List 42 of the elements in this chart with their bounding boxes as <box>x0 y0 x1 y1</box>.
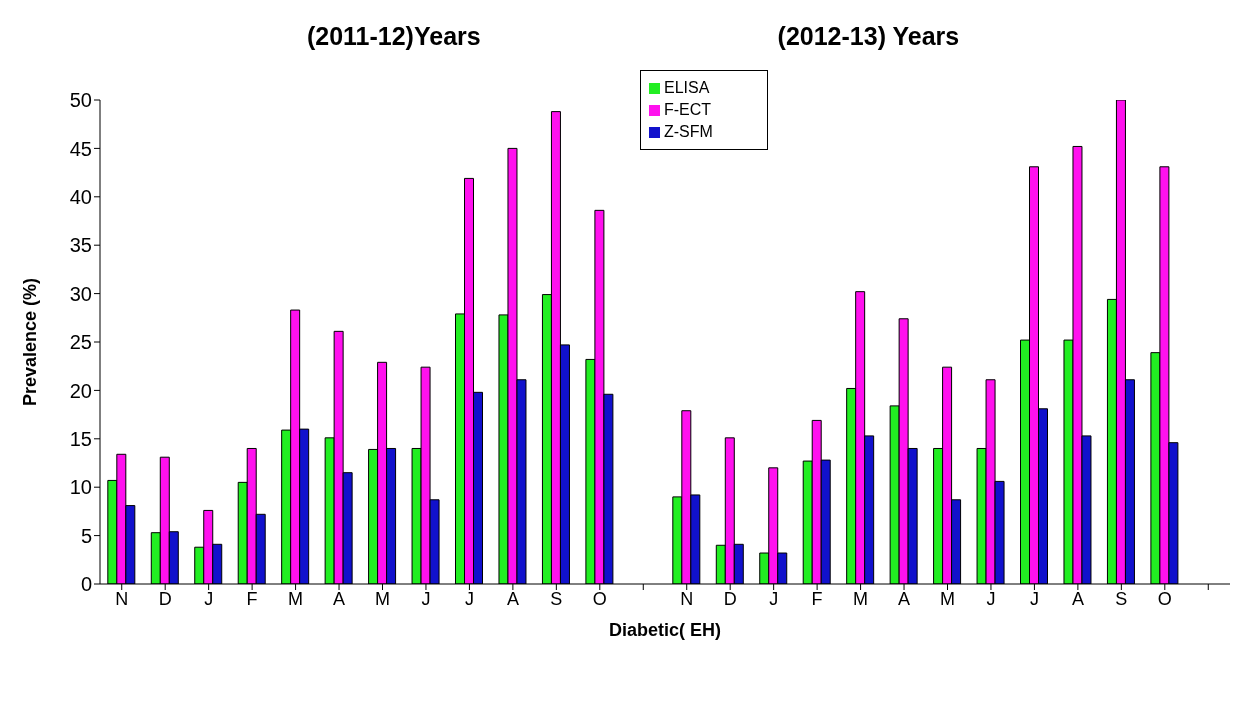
x-tick-label: J <box>421 588 431 609</box>
x-tick-label: M <box>853 588 869 609</box>
y-tick-label: 45 <box>69 137 92 160</box>
x-tick-label: D <box>158 588 172 609</box>
x-tick-label: M <box>375 588 390 609</box>
x-tick-label: M <box>940 588 955 609</box>
y-axis-title: Prevalence (%) <box>20 277 41 407</box>
x-tick-label: M <box>288 588 304 609</box>
x-tick-label: F <box>246 588 258 609</box>
x-tick-label: N <box>680 588 694 609</box>
x-tick-label: J <box>464 588 474 609</box>
x-tick-label: D <box>723 588 737 609</box>
legend-label: ELISA <box>664 79 710 96</box>
x-tick-label: A <box>898 588 911 609</box>
legend-label: Z-SFM <box>664 123 713 140</box>
text: (2011-12)Years <box>306 22 481 51</box>
x-tick-label: A <box>333 588 346 609</box>
x-tick-label: J <box>204 588 214 609</box>
x-tick-label: J <box>769 588 779 609</box>
x-tick-label: J <box>1029 588 1039 609</box>
x-tick-label: F <box>811 588 823 609</box>
y-tick-label: 40 <box>69 185 92 208</box>
y-tick-label: 0 <box>80 573 92 596</box>
y-tick-label: 30 <box>69 282 92 305</box>
x-tick-label: S <box>1115 588 1128 609</box>
y-tick-label: 50 <box>69 89 92 112</box>
y-tick-label: 35 <box>69 234 92 257</box>
legend-label: F-ECT <box>664 101 712 118</box>
x-tick-label: O <box>1157 588 1172 609</box>
x-tick-label: O <box>592 588 607 609</box>
y-tick-label: 10 <box>69 476 92 499</box>
x-tick-label: A <box>506 588 519 609</box>
text: (2012-13) Years <box>777 22 960 51</box>
y-tick-label: 20 <box>69 379 92 402</box>
y-tick-label: 25 <box>69 331 92 354</box>
x-tick-label: S <box>550 588 563 609</box>
x-axis-title: Diabetic( EH) <box>608 620 722 640</box>
x-tick-label: N <box>115 588 129 609</box>
x-tick-label: A <box>1071 588 1084 609</box>
y-tick-label: 15 <box>69 427 92 450</box>
x-tick-label: J <box>986 588 996 609</box>
y-tick-label: 5 <box>80 524 92 547</box>
